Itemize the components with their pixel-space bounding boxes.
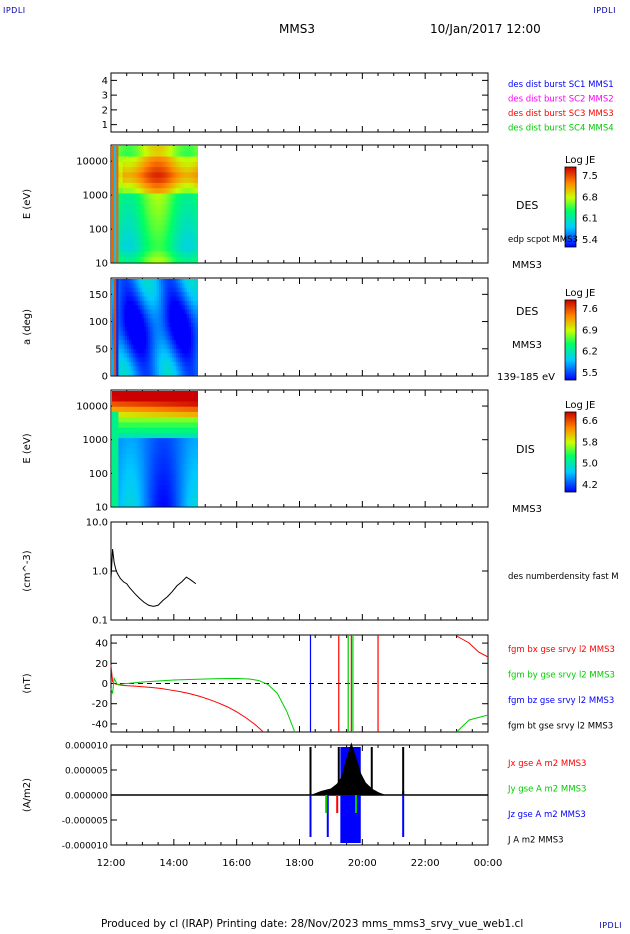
spacecraft-title: MMS3 <box>279 22 315 36</box>
y-tick-label: 10000 <box>76 402 108 413</box>
series-density <box>110 549 197 607</box>
side-label-dis: DIS <box>516 443 535 456</box>
colorbar-title: Log JE <box>565 400 595 411</box>
x-tick-label: 22:00 <box>411 858 440 869</box>
colorbar-des-energy <box>564 166 577 248</box>
y-tick-label: 0.000010 <box>65 742 108 752</box>
y-tick-label: 10.0 <box>86 518 108 529</box>
y-tick-label: 40 <box>95 639 108 650</box>
side-label-edp: edp scpot MMS3 <box>508 235 578 245</box>
y-tick-label: 150 <box>89 290 108 301</box>
y-tick-label: 4 <box>102 76 108 87</box>
x-tick-label: 16:00 <box>222 858 251 869</box>
heatmap-des-energy <box>112 146 198 263</box>
colorbar-tick-label: 6.1 <box>582 214 598 225</box>
y-tick-label: 50 <box>95 344 108 355</box>
side-label-des: DES <box>516 305 538 318</box>
y-axis-label: (cm^-3) <box>22 550 33 591</box>
side-label-mms3: MMS3 <box>512 504 542 515</box>
y-tick-label: 0.000005 <box>65 767 108 777</box>
colorbar-tick-label: 6.6 <box>582 416 598 427</box>
side-label-energy-range: 139-185 eV <box>497 372 555 383</box>
colorbar-tick-label: 5.0 <box>582 459 598 470</box>
y-tick-label: 100 <box>89 225 108 236</box>
x-tick-label: 18:00 <box>285 858 314 869</box>
y-tick-label: -0.000005 <box>62 817 108 827</box>
corner-tag-top-left: IPDLI <box>3 6 26 15</box>
series-by-late <box>456 714 489 733</box>
x-tick-label: 00:00 <box>474 858 503 869</box>
y-tick-label: 100 <box>89 469 108 480</box>
series-by <box>110 676 296 733</box>
colorbar-title: Log JE <box>565 288 595 299</box>
y-tick-label: 10000 <box>76 157 108 168</box>
colorbar-tick-label: 7.5 <box>582 171 598 182</box>
heatmap-des-pitch <box>112 279 198 376</box>
date-title: 10/Jan/2017 12:00 <box>430 22 541 36</box>
x-tick-label: 14:00 <box>159 858 188 869</box>
legend-entry: fgm by gse srvy l2 MMS3 <box>508 671 615 681</box>
legend-entry: fgm bx gse srvy l2 MMS3 <box>508 645 615 655</box>
colorbar-tick-label: 5.8 <box>582 437 598 448</box>
y-tick-label: 10 <box>95 259 108 270</box>
side-label-des: DES <box>516 199 538 212</box>
legend-entry: des dist burst SC3 MMS3 <box>508 109 614 119</box>
y-tick-label: -40 <box>92 719 108 730</box>
legend-entry: des dist burst SC4 MMS4 <box>508 124 614 134</box>
y-tick-label: 1000 <box>83 191 108 202</box>
colorbar-tick-label: 7.6 <box>582 304 598 315</box>
y-tick-label: 20 <box>95 659 108 670</box>
heatmap-dis-energy <box>112 391 198 507</box>
colorbar-tick-label: 6.9 <box>582 325 598 336</box>
legend-entry: fgm bz gse srvy l2 MMS3 <box>508 696 614 706</box>
colorbar-tick-label: 6.2 <box>582 347 598 358</box>
y-tick-label: 3 <box>102 91 108 102</box>
panel-frame-5 <box>110 521 489 621</box>
legend-entry: J A m2 MMS3 <box>507 836 564 846</box>
legend-entry: Jy gse A m2 MMS3 <box>507 785 586 795</box>
corner-tag-top-right: IPDLI <box>593 6 616 15</box>
corner-tag-bottom-right: IPDLI <box>599 921 622 930</box>
y-tick-label: 0 <box>102 372 108 383</box>
series-bx-late <box>456 635 489 658</box>
y-tick-label: 0.000000 <box>65 792 108 802</box>
legend-entry: Jz gse A m2 MMS3 <box>507 810 586 820</box>
y-axis-label: a (deg) <box>22 309 33 345</box>
colorbar-dis-energy <box>564 411 577 493</box>
x-tick-label: 12:00 <box>97 858 126 869</box>
colorbar-des-pitch <box>564 299 577 381</box>
y-tick-label: 0.1 <box>92 616 108 627</box>
y-tick-label: 1.0 <box>92 567 108 578</box>
legend-entry: des numberdensity fast M <box>508 572 619 582</box>
y-tick-label: -20 <box>92 699 108 710</box>
y-tick-label: 2 <box>102 105 108 116</box>
y-tick-label: 1000 <box>83 435 108 446</box>
side-label-mms3: MMS3 <box>512 340 542 351</box>
y-axis-label: (A/m2) <box>22 778 33 812</box>
y-tick-label: 10 <box>95 503 108 514</box>
y-tick-label: 100 <box>89 317 108 328</box>
y-tick-label: 0 <box>102 679 108 690</box>
x-tick-label: 20:00 <box>348 858 377 869</box>
colorbar-tick-label: 4.2 <box>582 480 598 491</box>
y-axis-label: (nT) <box>22 673 33 693</box>
panel-frame-1 <box>110 72 489 133</box>
legend-entry: des dist burst SC1 MMS1 <box>508 80 614 90</box>
series-bx <box>110 665 264 733</box>
side-label-mms3: MMS3 <box>512 260 542 271</box>
footer-credit: Produced by cl (IRAP) Printing date: 28/… <box>101 918 524 930</box>
legend-entry: des dist burst SC2 MMS2 <box>508 95 614 105</box>
legend-entry: Jx gse A m2 MMS3 <box>507 759 586 769</box>
y-tick-label: -0.000010 <box>62 842 108 852</box>
colorbar-tick-label: 5.5 <box>582 368 598 379</box>
legend-entry: fgm bt gse srvy l2 MMS3 <box>508 722 613 732</box>
y-axis-label: E (eV) <box>22 189 33 219</box>
y-axis-label: E (eV) <box>22 433 33 463</box>
colorbar-tick-label: 5.4 <box>582 235 598 246</box>
colorbar-title: Log JE <box>565 155 595 166</box>
y-tick-label: 1 <box>102 120 108 131</box>
colorbar-tick-label: 6.8 <box>582 192 598 203</box>
